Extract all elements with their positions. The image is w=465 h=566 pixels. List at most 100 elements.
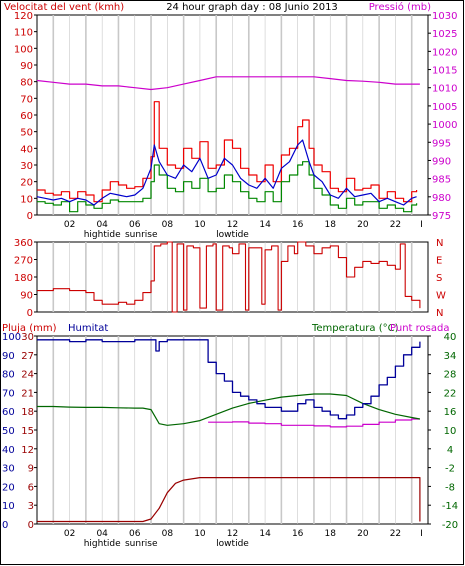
wind-average-line xyxy=(36,139,417,206)
temperature-y-tick: -14 xyxy=(442,501,458,512)
temperature-y-tick: -20 xyxy=(442,520,458,531)
direction-compass-label: N xyxy=(436,308,443,319)
temperature-y-tick: -8 xyxy=(445,482,455,493)
direction-compass-label: S xyxy=(436,273,442,284)
chart-title: 24 hour graph day : 08 Junio 2013 xyxy=(166,2,338,13)
temperature-y-tick: 16 xyxy=(444,407,457,418)
temperature-y-tick: 10 xyxy=(444,426,457,437)
pressure-y-tick: 1000 xyxy=(432,120,457,131)
temperature-y-tick: -2 xyxy=(445,464,455,475)
dewpoint-line xyxy=(208,418,420,428)
x-tick-label: I xyxy=(420,529,423,539)
temperature-y-tick: 28 xyxy=(444,370,457,381)
sunrise-label: sunrise xyxy=(125,539,158,549)
rain-line xyxy=(37,477,421,523)
x-tick-label: 04 xyxy=(96,220,108,230)
rain-y-tick: 18 xyxy=(21,407,34,418)
pressure-y-tick: 980 xyxy=(432,193,451,204)
x-tick-label: 20 xyxy=(357,220,369,230)
x-tick-label: 06 xyxy=(129,220,141,230)
pressure-y-tick: 1015 xyxy=(432,66,457,77)
temperature-y-tick: 40 xyxy=(444,332,457,343)
x-tick-label: 08 xyxy=(162,529,174,539)
rain-y-tick: 6 xyxy=(28,482,34,493)
x-tick-label: 22 xyxy=(390,529,401,539)
humidity-y-tick: 20 xyxy=(2,482,15,493)
direction-compass-label: E xyxy=(436,256,442,267)
x-tick-label: 02 xyxy=(64,220,75,230)
x-tick-label: 18 xyxy=(325,529,337,539)
wind-y-tick: 30 xyxy=(20,161,33,172)
x-tick-label: 16 xyxy=(292,220,304,230)
x-tick-label: 20 xyxy=(357,529,369,539)
rain-y-tick: 9 xyxy=(28,464,34,475)
humidity-y-tick: 70 xyxy=(2,388,15,399)
wind-y-tick: 20 xyxy=(20,178,33,189)
wind-gust-line xyxy=(37,101,418,203)
direction-y-tick: 90 xyxy=(20,291,33,302)
wind-y-tick: 0 xyxy=(27,211,33,222)
wind-y-tick: 60 xyxy=(20,111,33,122)
direction-y-tick: 360 xyxy=(14,238,33,249)
x-tick-label: 14 xyxy=(259,529,271,539)
hightide-label: hightide xyxy=(84,230,121,240)
direction-compass-label: W xyxy=(436,291,446,302)
lowtide-label: lowtide xyxy=(216,230,249,240)
x-tick-label: 04 xyxy=(96,529,108,539)
rain-y-tick: 24 xyxy=(21,370,34,381)
x-tick-label: 16 xyxy=(292,529,304,539)
temperature-y-tick: 34 xyxy=(444,351,457,362)
x-tick-label: 10 xyxy=(194,529,206,539)
humidity-y-tick: 90 xyxy=(2,351,15,362)
temperature-axis-label: Temperatura (°C) xyxy=(311,323,399,334)
pressure-y-tick: 1030 xyxy=(432,11,457,22)
wind-y-tick: 120 xyxy=(14,11,33,22)
sunrise-label: sunrise xyxy=(125,230,158,240)
rain-y-tick: 30 xyxy=(21,332,34,343)
wind-y-tick: 10 xyxy=(20,194,33,205)
rain-y-tick: 15 xyxy=(21,426,34,437)
wind-low-line xyxy=(37,161,418,213)
x-tick-label: I xyxy=(420,220,423,230)
direction-compass-label: N xyxy=(436,238,443,249)
humidity-y-tick: 10 xyxy=(2,501,15,512)
x-tick-label: 22 xyxy=(390,220,401,230)
x-tick-label: 12 xyxy=(227,529,238,539)
x-tick-label: 02 xyxy=(64,529,75,539)
rain-y-tick: 27 xyxy=(21,351,34,362)
pressure-y-tick: 995 xyxy=(432,138,451,149)
wind-y-tick: 70 xyxy=(20,94,33,105)
humidity-y-tick: 0 xyxy=(2,520,8,531)
wind-y-tick: 40 xyxy=(20,144,33,155)
lowtide-label: lowtide xyxy=(216,539,249,549)
x-tick-label: 06 xyxy=(129,529,141,539)
rain-y-tick: 3 xyxy=(28,501,34,512)
wind-y-tick: 110 xyxy=(14,28,33,39)
direction-y-tick: 0 xyxy=(27,308,33,319)
humidity-line xyxy=(37,339,421,420)
humidity-axis-label: Humitat xyxy=(68,323,108,334)
x-tick-label: 14 xyxy=(259,220,271,230)
rain-y-tick: 0 xyxy=(28,520,34,531)
humidity-y-tick: 80 xyxy=(2,370,15,381)
direction-y-tick: 270 xyxy=(14,256,33,267)
wind-y-tick: 90 xyxy=(20,61,33,72)
pressure-y-tick: 1010 xyxy=(432,84,457,95)
hightide-label: hightide xyxy=(84,539,121,549)
pressure-y-tick: 1025 xyxy=(432,29,457,40)
wind-y-tick: 80 xyxy=(20,78,33,89)
x-tick-label: 12 xyxy=(227,220,238,230)
temperature-y-tick: 22 xyxy=(444,388,457,399)
pressure-y-tick: 1020 xyxy=(432,47,457,58)
rain-y-tick: 12 xyxy=(21,445,34,456)
x-tick-label: 18 xyxy=(325,220,337,230)
pressure-axis-label: Pressió (mb) xyxy=(369,1,431,13)
x-tick-label: 08 xyxy=(162,220,174,230)
humidity-y-tick: 60 xyxy=(2,407,15,418)
pressure-y-tick: 975 xyxy=(432,211,451,222)
wind-y-tick: 50 xyxy=(20,128,33,139)
humidity-y-tick: 40 xyxy=(2,445,15,456)
